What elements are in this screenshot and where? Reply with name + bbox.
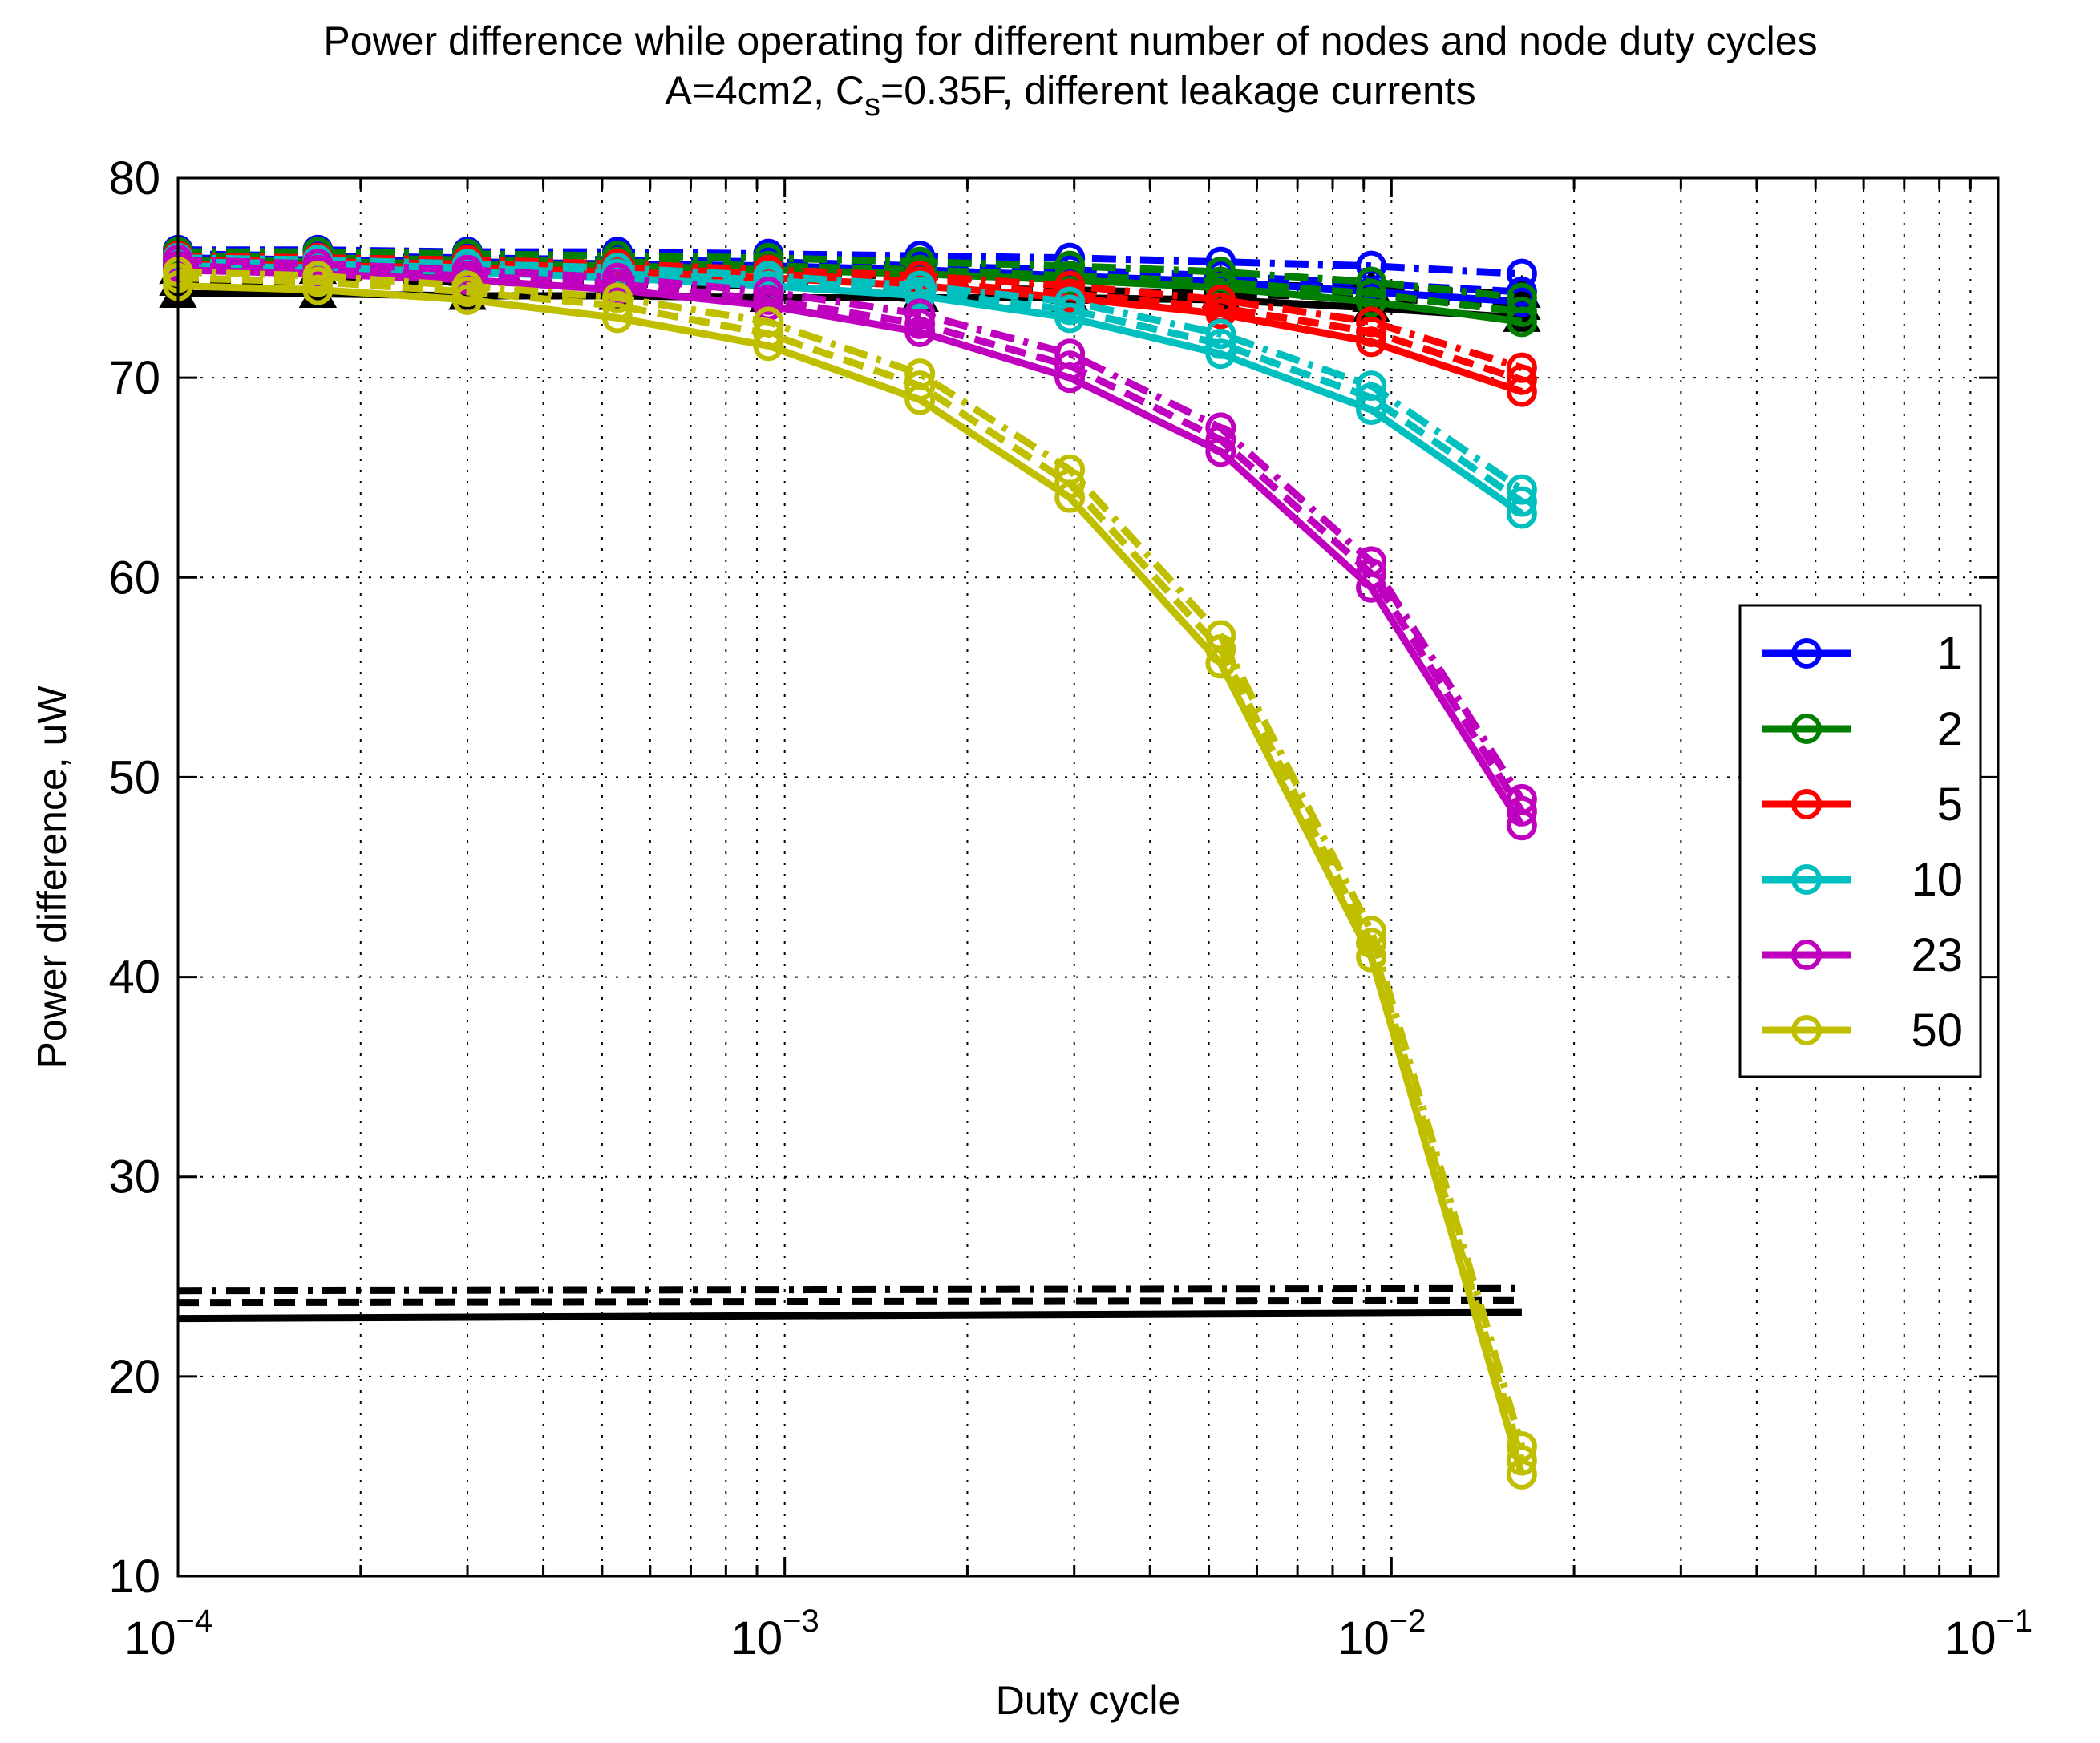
series-2-line-dashdot: [178, 248, 1523, 301]
legend-label: 23: [1911, 929, 1963, 981]
legend-label: 1: [1937, 628, 1963, 680]
baseline-dashdot: [177, 1284, 1522, 1295]
x-tick-label-exponent: −2: [1390, 1603, 1426, 1639]
series-23-point: [1356, 546, 1387, 577]
baseline-solid: [177, 1308, 1522, 1323]
legend-marker: [1791, 714, 1822, 744]
grid-lines: [178, 178, 1998, 1576]
series-50-point: [753, 306, 784, 338]
legend-marker: [1791, 864, 1822, 895]
series-50-point: [602, 282, 633, 313]
series-10-point: [1205, 338, 1236, 370]
series-5-point: [1356, 306, 1387, 338]
x-tick-label: 10−1: [1944, 1603, 2033, 1664]
series-10-point: [1356, 370, 1387, 402]
series-2-point: [1356, 266, 1387, 297]
legend-marker: [1791, 940, 1822, 970]
series-50-line-solid: [177, 282, 1526, 1476]
series-10-point: [1205, 318, 1236, 350]
series-50-point: [1356, 928, 1387, 959]
chart-title-line-2-suffix: =0.35F, different leakage currents: [880, 68, 1476, 113]
legend-label: 5: [1937, 778, 1963, 831]
legend-label: 50: [1911, 1005, 1963, 1057]
legend-marker: [1791, 789, 1822, 819]
y-tick-label: 70: [108, 352, 160, 404]
series-23-line-dashdot: [177, 256, 1525, 802]
x-tick-label: 10−3: [731, 1603, 819, 1664]
series-50-point: [602, 302, 633, 334]
series-50-line-dashed: [177, 274, 1526, 1462]
legend-marker: [1791, 1015, 1822, 1045]
y-tick-label: 10: [108, 1551, 160, 1603]
series-50-line-dashdot: [177, 268, 1526, 1448]
series-23-line-solid: [177, 266, 1525, 827]
legend-item-1: 1: [1762, 628, 1963, 680]
chart-title-line-2: A=4cm2, Cs=0.35F, different leakage curr…: [665, 68, 1475, 123]
y-tick-label: 40: [108, 952, 160, 1004]
legend-item-5: 5: [1762, 778, 1963, 831]
x-tick-label-exponent: −4: [176, 1603, 212, 1639]
y-axis-label: Power difference, uW: [30, 685, 75, 1069]
series-23-line-dashed: [177, 262, 1525, 814]
x-tick-label-base: 10: [124, 1612, 176, 1664]
series-2-point: [1506, 282, 1537, 313]
series-23-point: [753, 277, 784, 308]
series-23: [163, 245, 1537, 841]
legend: 1 2 5 10 23 50: [1738, 604, 1982, 1078]
x-tick-label-exponent: −3: [783, 1603, 819, 1639]
series-5-point: [1506, 352, 1537, 383]
series-50: [163, 257, 1537, 1490]
series-10-line-dashed: [177, 258, 1524, 505]
series-50-point: [904, 358, 936, 390]
legend-item-10: 10: [1762, 854, 1963, 906]
baseline-lines: [177, 1284, 1522, 1323]
chart-title-line-2-prefix: A=4cm2, C: [665, 68, 864, 113]
y-tick-label: 50: [108, 751, 160, 803]
series-2-point: [1506, 296, 1537, 327]
series-5-point: [1205, 284, 1236, 315]
series-group: [159, 234, 1541, 1490]
series-50-point: [1205, 620, 1236, 651]
y-tick-label: 20: [108, 1351, 160, 1403]
series-50-point: [1506, 1431, 1537, 1462]
series-10-point: [1054, 286, 1086, 317]
series-10-line-dashdot: [177, 254, 1524, 493]
series-23-point: [1506, 783, 1537, 815]
chart-title-line-2-sub: s: [864, 87, 880, 123]
x-tick-label-exponent: −1: [1996, 1603, 2033, 1639]
legend-item-23: 23: [1762, 929, 1963, 981]
legend-box: [1738, 604, 1982, 1078]
legend-item-2: 2: [1762, 703, 1963, 755]
plot-area-frame: [176, 176, 2000, 1578]
series-50-point: [1054, 454, 1086, 485]
series-23-point: [1054, 350, 1086, 382]
series-10-point: [1506, 474, 1537, 505]
series-23-point: [1054, 338, 1086, 370]
series-10-point: [1506, 486, 1537, 517]
series-50-point: [1506, 1445, 1537, 1476]
legend-marker: [1791, 638, 1822, 669]
plot-area-background: [178, 178, 1998, 1576]
chart-title-line-1: Power difference while operating for dif…: [323, 18, 1817, 63]
series-50-point: [452, 270, 484, 301]
y-tick-label: 80: [108, 152, 160, 204]
series-23-point: [904, 298, 936, 330]
series-50-point: [302, 261, 334, 292]
x-tick-label-base: 10: [1337, 1612, 1390, 1664]
x-tick-label-base: 10: [1944, 1612, 1997, 1664]
x-tick-label-base: 10: [731, 1612, 783, 1664]
x-tick-label: 10−2: [1337, 1603, 1426, 1664]
y-tick-label: 60: [108, 552, 160, 604]
legend-item-50: 50: [1762, 1005, 1963, 1057]
y-tick-label: 30: [108, 1151, 160, 1203]
legend-label: 10: [1911, 854, 1963, 906]
series-50-point: [1356, 916, 1387, 947]
series-5-point: [1356, 316, 1387, 347]
x-axis-label: Duty cycle: [996, 1678, 1181, 1723]
series-23-point: [1205, 412, 1236, 443]
legend-label: 2: [1937, 703, 1963, 755]
x-tick-label: 10−4: [124, 1603, 212, 1664]
